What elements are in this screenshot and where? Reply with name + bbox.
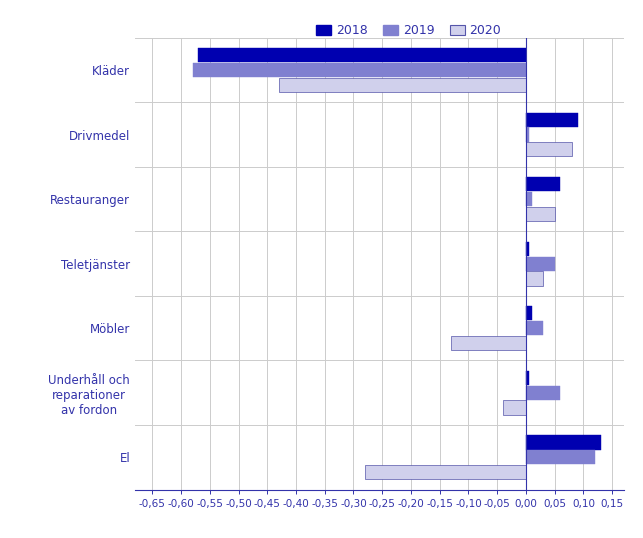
Bar [526,386,561,400]
Bar [526,435,601,450]
Bar [192,63,526,77]
Bar [451,336,526,350]
Bar [526,128,529,141]
Bar [526,306,532,321]
Legend: 2018, 2019, 2020: 2018, 2019, 2020 [311,19,506,42]
Bar [526,242,529,256]
Bar [503,400,526,415]
Bar [526,371,529,385]
Bar [526,271,543,286]
Bar [526,257,555,271]
Bar [365,465,526,479]
Bar [279,77,526,92]
Bar [526,321,543,335]
Bar [526,450,595,464]
Bar [526,177,561,192]
Bar [526,142,572,157]
Bar [526,192,532,206]
Bar [198,48,526,62]
Bar [526,207,555,221]
Bar [526,112,577,127]
